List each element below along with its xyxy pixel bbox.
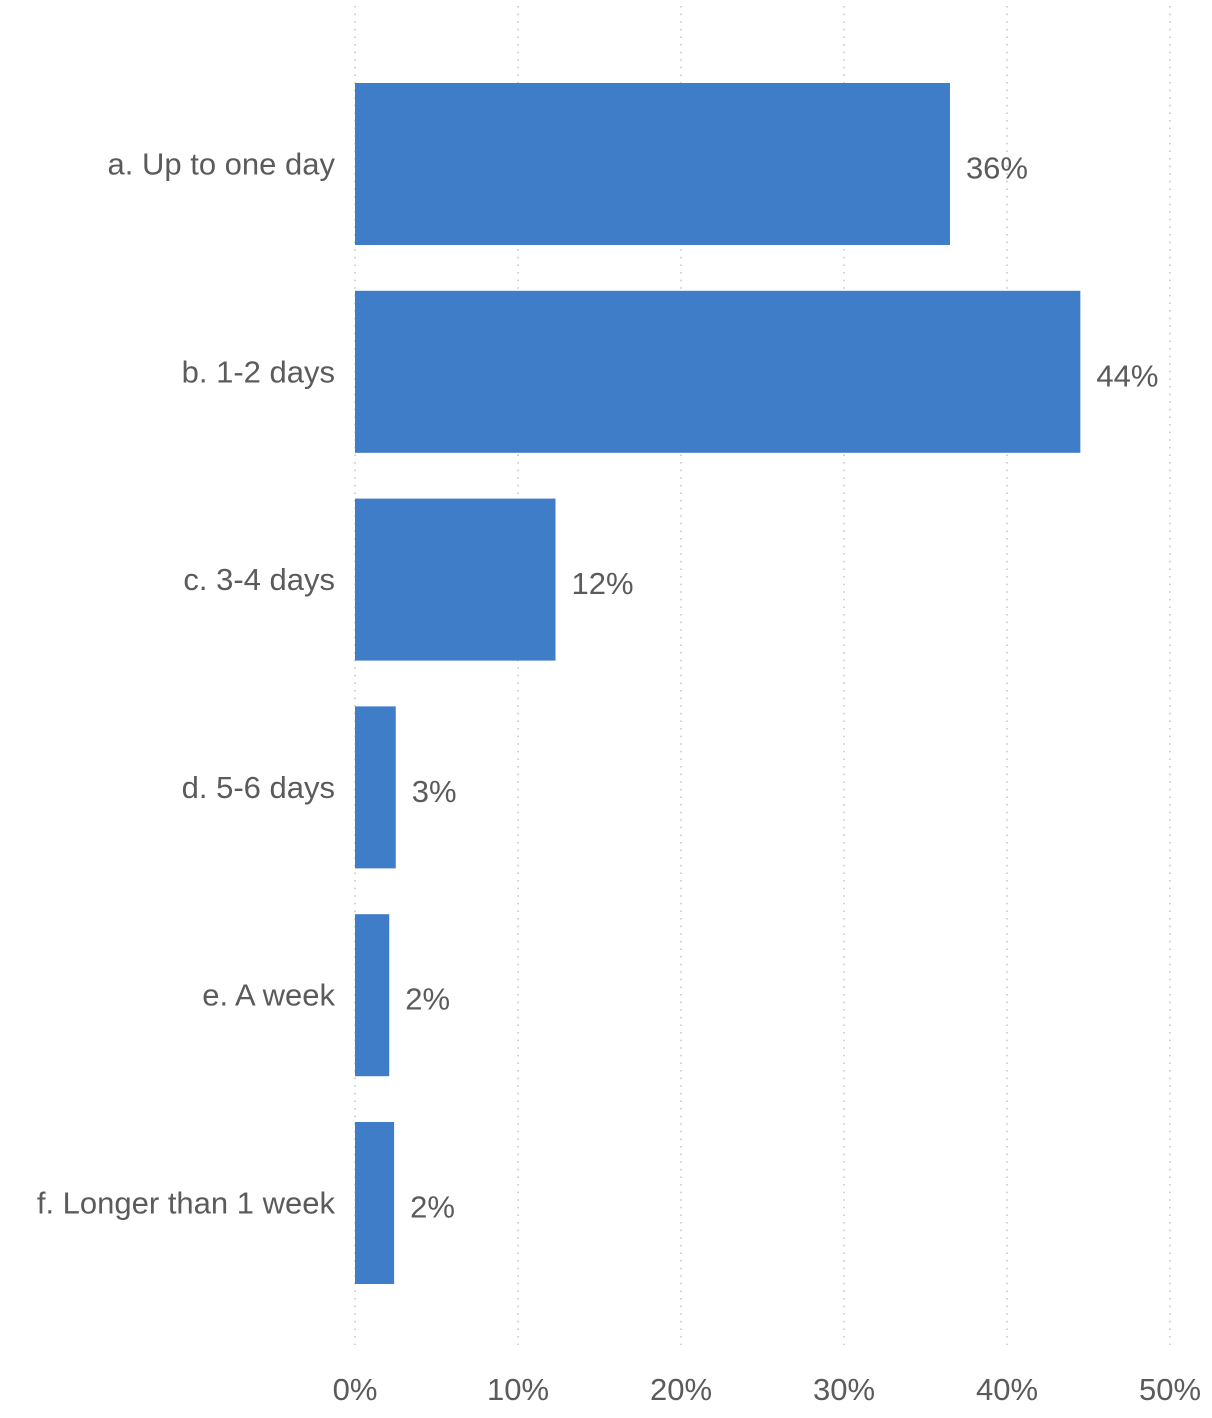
category-label-2: c. 3-4 days [183,562,335,597]
category-label-3: d. 5-6 days [182,770,335,805]
bar-1 [355,290,1081,453]
bar-2 [355,498,556,661]
category-label-0: a. Up to one day [108,147,336,182]
value-label-5: 2% [410,1190,455,1225]
gridlines [354,6,1171,1345]
value-label-1: 44% [1096,358,1158,393]
value-labels: 36% 44% 12% 3% 2% 2% [405,151,1158,1225]
x-axis-tick-labels: 0% 10% 20% 30% 40% 50% [333,1372,1201,1407]
bar-5 [355,1122,395,1284]
category-labels: a. Up to one day b. 1-2 days c. 3-4 days d.… [37,147,336,1221]
x-tick-label-4: 40% [976,1372,1038,1407]
x-tick-label-5: 50% [1139,1372,1201,1407]
value-label-0: 36% [966,151,1028,186]
bar-4 [355,914,390,1077]
category-label-5: f. Longer than 1 week [37,1186,336,1221]
bar-0 [355,83,950,245]
bars [355,83,1081,1284]
bar-3 [355,706,396,869]
x-tick-label-2: 20% [650,1372,712,1407]
category-label-1: b. 1-2 days [182,354,335,389]
value-label-4: 2% [405,982,450,1017]
value-label-3: 3% [412,774,457,809]
x-tick-label-3: 30% [813,1372,875,1407]
x-tick-label-0: 0% [333,1372,378,1407]
category-label-4: e. A week [202,978,335,1013]
value-label-2: 12% [571,566,633,601]
x-tick-label-1: 10% [487,1372,549,1407]
